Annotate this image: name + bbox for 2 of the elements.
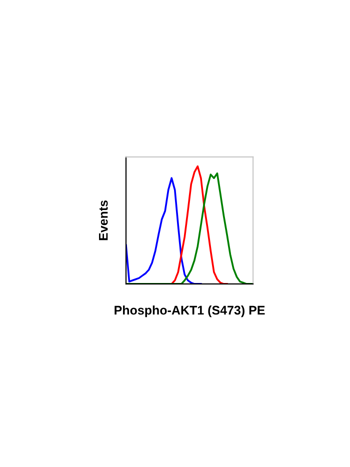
x-axis-title: Phospho-AKT1 (S473) PE [114, 305, 265, 318]
y-axis-title: Events [99, 200, 108, 240]
